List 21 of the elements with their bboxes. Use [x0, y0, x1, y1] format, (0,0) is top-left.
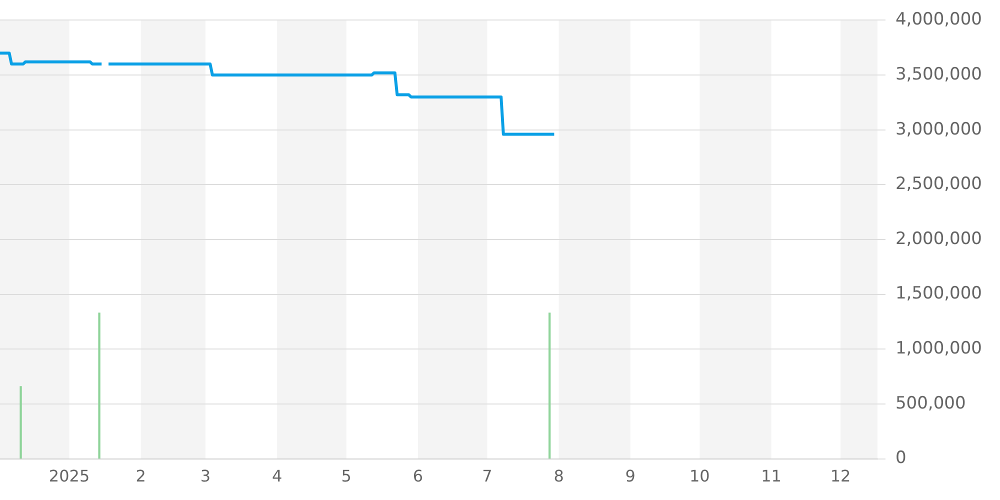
x-tick-label: 10	[689, 466, 710, 486]
y-tick-label: 4,000,000	[895, 10, 982, 30]
y-tick-label: 2,000,000	[895, 228, 982, 249]
x-tick-label: 3	[200, 466, 211, 486]
x-tick-label: 9	[625, 466, 636, 486]
y-tick-label: 1,000,000	[895, 338, 982, 359]
y-tick-label: 500,000	[895, 393, 966, 414]
x-tick-label: 4	[272, 466, 282, 486]
x-tick-label: 12	[830, 466, 851, 486]
y-tick-label: 0	[895, 448, 906, 468]
y-tick-label: 1,500,000	[895, 284, 982, 304]
y-tick-label: 2,500,000	[895, 174, 982, 194]
x-tick-label: 7	[482, 466, 492, 486]
x-tick-label: 2	[136, 466, 146, 486]
x-tick-label: 6	[412, 466, 424, 486]
x-tick-label: 11	[761, 466, 782, 486]
y-tick-label: 3,500,000	[895, 64, 982, 84]
y-tick-label: 3,000,000	[895, 119, 982, 140]
x-tick-label: 2025	[48, 466, 90, 486]
x-tick-label: 5	[341, 466, 352, 486]
x-tick-label: 8	[554, 466, 564, 486]
